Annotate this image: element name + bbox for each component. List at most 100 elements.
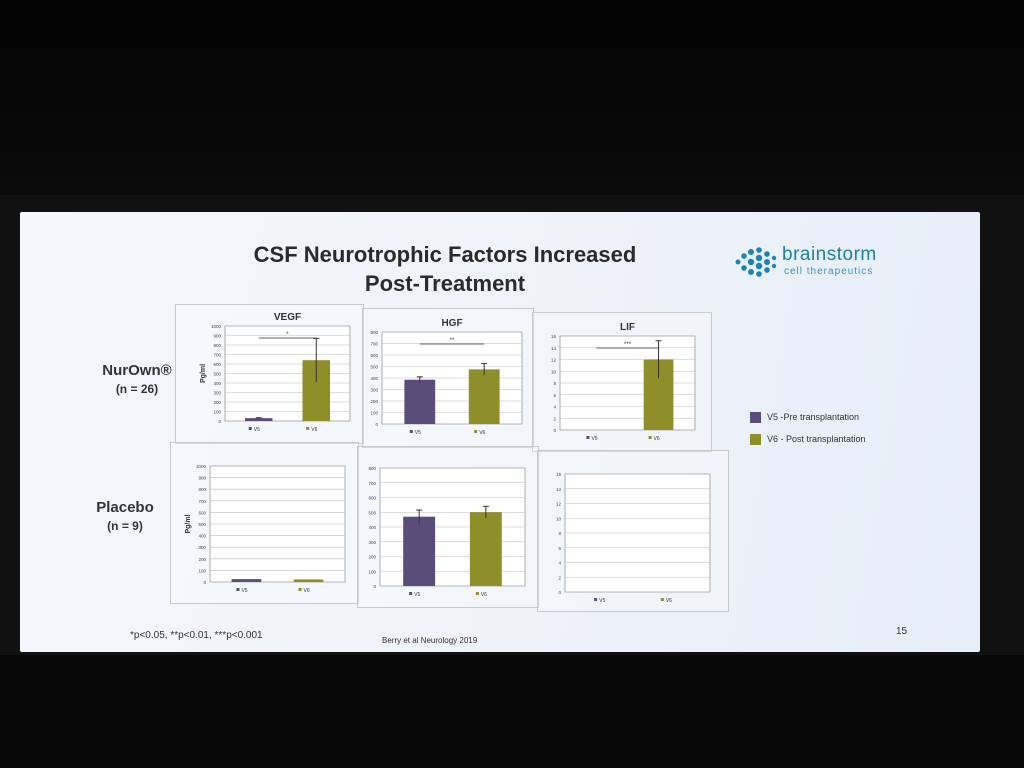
chart-5-x-marker-v6 (475, 592, 479, 595)
chart-4-y-tick-label: 0 (203, 580, 206, 585)
slide-title: CSF Neurotrophic Factors Increased Post-… (150, 240, 740, 298)
chart-2-bar-v5 (404, 379, 436, 424)
chart-1-x-label-v6: V6 (311, 427, 317, 433)
chart-2-significance-stars: ** (450, 338, 455, 344)
chart-4-y-tick-label: 1000 (196, 464, 207, 469)
chart-1-y-tick-label: 200 (213, 400, 221, 405)
chart-5-y-tick-label: 0 (373, 584, 376, 589)
chart-2-y-tick-label: 0 (375, 422, 378, 427)
logo-name: brainstorm (782, 244, 877, 265)
citation: Berry et al Neurology 2019 (382, 636, 478, 645)
chart-1-y-tick-label: 600 (213, 362, 221, 367)
chart-4-y-tick-label: 500 (198, 522, 206, 527)
chart-4-x-marker-v5 (236, 588, 240, 591)
chart-6-y-tick-label: 6 (558, 546, 561, 551)
chart-3-y-tick-label: 4 (553, 405, 556, 410)
chart-6-x-marker-v6 (660, 598, 664, 601)
placebo-label: Placebo (96, 499, 154, 516)
chart-4-x-label-v5: V5 (241, 588, 247, 594)
chart-3-title: LIF (620, 322, 635, 333)
chart-2-x-marker-v5 (409, 430, 413, 433)
chart-2-y-tick-label: 600 (370, 353, 378, 358)
brainstorm-logo: brainstorm cell therapeutics (732, 242, 912, 282)
chart-4-y-tick-label: 100 (198, 568, 206, 573)
chart-1-y-tick-label: 500 (213, 372, 221, 377)
legend-v5: V5 -Pre transplantation (750, 412, 860, 424)
chart-3-y-tick-label: 14 (551, 346, 557, 351)
chart-4-bar-v5 (231, 579, 262, 582)
chart-5-y-tick-label: 400 (368, 525, 376, 530)
placebo-row-label: Placebo (n = 9) (70, 499, 180, 533)
chart-6-y-tick-label: 2 (558, 575, 561, 580)
legend-v6: V6 - Post transplantation (750, 434, 866, 446)
chart-1-y-tick-label: 1000 (211, 324, 222, 329)
legend-v6-swatch (750, 434, 761, 446)
chart-2-x-label-v5: V5 (415, 430, 421, 436)
chart-1-title: VEGF (274, 312, 301, 323)
chart-3-y-tick-label: 16 (551, 334, 557, 339)
nurown-row-label: NurOwn® (n = 26) (82, 362, 192, 396)
chart-3-x-marker-v6 (648, 436, 652, 439)
chart-2-y-tick-label: 500 (370, 365, 378, 370)
chart-1-bar-v5 (245, 418, 273, 421)
chart-3-y-tick-label: 12 (551, 358, 557, 363)
chart-2-bar-v6 (468, 369, 500, 424)
chart-1-y-tick-label: 100 (213, 410, 221, 415)
chart-5-x-marker-v5 (409, 592, 413, 595)
chart-6-y-tick-label: 4 (558, 561, 561, 566)
legend-v5-swatch (750, 412, 761, 424)
chart-6-y-tick-label: 10 (556, 516, 562, 521)
chart-6-x-marker-v5 (594, 598, 598, 601)
chart-5-x-label-v6: V6 (481, 592, 487, 598)
legend-v6-label: V6 - Post transplantation (767, 434, 866, 444)
chart-2-y-tick-label: 100 (370, 411, 378, 416)
chart-4-y-tick-label: 700 (198, 499, 206, 504)
chart-4-y-tick-label: 600 (198, 510, 206, 515)
chart-2-x-label-v6: V6 (479, 430, 485, 436)
chart-4-y-tick-label: 900 (198, 476, 206, 481)
chart-3-x-label-v6: V6 (654, 436, 660, 442)
chart-5-y-tick-label: 200 (368, 555, 376, 560)
chart-3-y-tick-label: 2 (553, 416, 556, 421)
auditorium-ceiling (0, 0, 1024, 210)
chart-4-x-label-v6: V6 (304, 588, 310, 594)
chart-3-y-tick-label: 0 (553, 428, 556, 433)
chart-3-y-tick-label: 10 (551, 369, 557, 374)
chart-2-y-tick-label: 400 (370, 376, 378, 381)
placebo-n: (n = 9) (107, 519, 143, 533)
dots-logo-icon (735, 247, 777, 277)
chart-6-y-tick-label: 16 (556, 472, 562, 477)
chart-3-x-label-v5: V5 (591, 436, 597, 442)
chart-5-y-tick-label: 100 (368, 569, 376, 574)
nurown-n: (n = 26) (115, 382, 159, 396)
nurown-label: NurOwn® (102, 362, 172, 379)
logo-subtitle: cell therapeutics (784, 266, 874, 277)
chart-3-y-tick-label: 6 (553, 393, 556, 398)
chart-6-x-label-v6: V6 (666, 598, 672, 604)
chart-6-x-label-v5: V5 (599, 598, 605, 604)
chart-5-y-tick-label: 500 (368, 510, 376, 515)
legend-v5-label: V5 -Pre transplantation (767, 412, 860, 422)
title-line-1: CSF Neurotrophic Factors Increased (253, 242, 637, 267)
chart-2-y-tick-label: 800 (370, 330, 378, 335)
chart-2-x-marker-v6 (474, 430, 478, 433)
page-number: 15 (896, 626, 908, 637)
chart-5-y-tick-label: 800 (368, 466, 376, 471)
chart-4-y-tick-label: 200 (198, 557, 206, 562)
chart-4-y-tick-label: 800 (198, 487, 206, 492)
chart-5-x-label-v5: V5 (414, 592, 420, 598)
chart-2-title: HGF (441, 318, 462, 329)
chart-4-bar-v6 (293, 579, 324, 582)
chart-2-y-tick-label: 200 (370, 399, 378, 404)
chart-5-y-tick-label: 600 (368, 496, 376, 501)
chart-1-x-marker-v5 (248, 427, 252, 430)
chart-1-y-tick-label: 400 (213, 381, 221, 386)
chart-6-y-tick-label: 12 (556, 502, 562, 507)
chart-4-x-marker-v6 (298, 588, 302, 591)
chart-1-significance-stars: * (286, 332, 289, 338)
chart-4-y-axis-label: Pg/ml (185, 514, 192, 533)
chart-1-y-axis-label: Pg/ml (200, 364, 207, 383)
significance-footnote: *p<0.05, **p<0.01, ***p<0.001 (130, 630, 263, 641)
chart-6-y-tick-label: 0 (558, 590, 561, 595)
chart-4-y-tick-label: 300 (198, 545, 206, 550)
